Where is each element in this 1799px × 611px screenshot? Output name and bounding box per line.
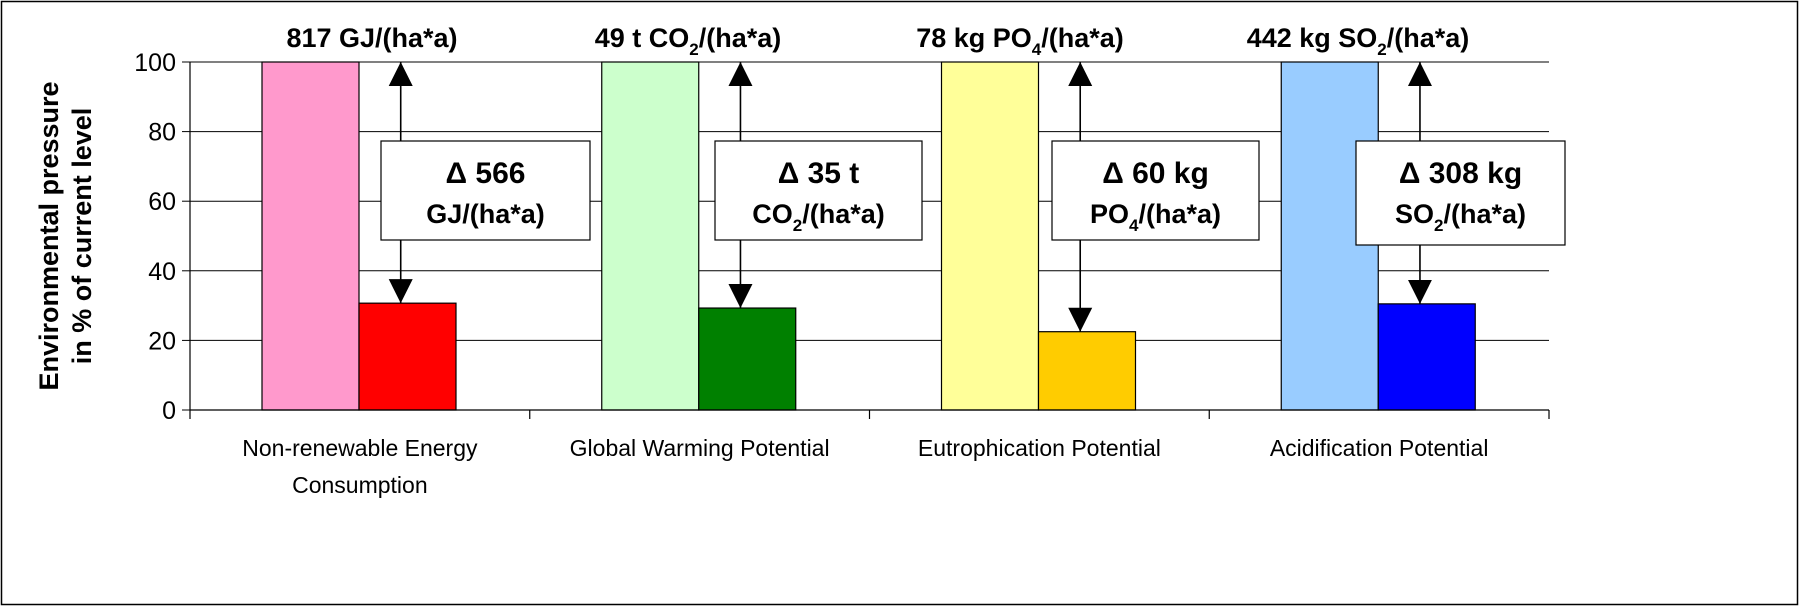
delta-unit-2-suffix: /(ha*a) [1138,199,1221,229]
y-tick-label-40: 40 [148,258,176,286]
bar-reduced-0 [358,302,457,411]
category-label-0-line-1: Consumption [292,472,428,498]
top-label-2-subscript: 4 [1032,40,1042,59]
delta-value-3: Δ 308 kg [1399,157,1522,190]
y-tick-label-80: 80 [148,119,176,147]
top-label-1-suffix: /(ha*a) [699,23,782,53]
category-label-2-line-0: Eutrophication Potential [918,435,1161,461]
delta-box-2 [1051,140,1260,241]
bar-current-0 [261,61,360,411]
delta-value-0: Δ 566 [446,157,526,190]
top-label-1-subscript: 2 [689,40,698,59]
bar-current-1 [601,61,700,411]
y-axis-label-line-1: in % of current level [67,108,97,365]
y-tick-label-20: 20 [148,327,176,355]
y-tick-label-0: 0 [162,397,176,425]
delta-unit-1: CO2/(ha*a) [752,199,885,235]
delta-unit-2-main: PO [1090,199,1129,229]
top-label-3-subscript: 2 [1377,40,1386,59]
bar-reduced-3 [1377,303,1476,411]
top-label-3-main: 442 kg SO [1247,23,1378,53]
bar-current-2 [940,61,1040,411]
delta-unit-0-main: GJ/(ha*a) [426,199,545,229]
delta-unit-1-main: CO [752,199,793,229]
delta-unit-0: GJ/(ha*a) [426,199,545,229]
y-axis-label-line-0: Environmental pressure [34,81,64,390]
top-label-3-suffix: /(ha*a) [1387,23,1470,53]
top-label-0: 817 GJ/(ha*a) [286,23,457,53]
top-label-1: 49 t CO2/(ha*a) [595,23,782,59]
delta-value-2: Δ 60 kg [1102,157,1209,190]
y-tick-label-100: 100 [134,49,176,77]
delta-unit-3-main: SO [1395,199,1434,229]
delta-unit-3-suffix: /(ha*a) [1443,199,1526,229]
delta-value-1: Δ 35 t [778,157,860,190]
top-label-2-main: 78 kg PO [916,23,1032,53]
delta-box-0 [380,140,591,241]
delta-unit-1-subscript: 2 [793,216,802,235]
category-label-1-line-0: Global Warming Potential [570,435,830,461]
delta-box-1 [714,140,923,241]
top-label-3: 442 kg SO2/(ha*a) [1247,23,1470,59]
delta-unit-2: PO4/(ha*a) [1090,199,1221,235]
bar-reduced-2 [1037,331,1137,411]
delta-unit-3: SO2/(ha*a) [1395,199,1526,235]
y-axis-label: Environmental pressure in % of current le… [34,81,97,390]
delta-unit-2-subscript: 4 [1129,216,1139,235]
delta-unit-1-suffix: /(ha*a) [802,199,885,229]
category-label-3-line-0: Acidification Potential [1270,435,1489,461]
top-label-2: 78 kg PO4/(ha*a) [916,23,1124,59]
top-label-0-main: 817 GJ/(ha*a) [286,23,457,53]
category-label-0-line-0: Non-renewable Energy [242,435,478,461]
axes: 0 20 40 60 80 100 Non-renewable Energy Consumpt… [134,49,1550,498]
y-tick-label-60: 60 [148,188,176,216]
top-label-1-main: 49 t CO [595,23,690,53]
delta-unit-3-subscript: 2 [1434,216,1443,235]
delta-box-3 [1355,140,1566,246]
top-label-2-suffix: /(ha*a) [1041,23,1124,53]
bar-reduced-1 [698,307,797,411]
